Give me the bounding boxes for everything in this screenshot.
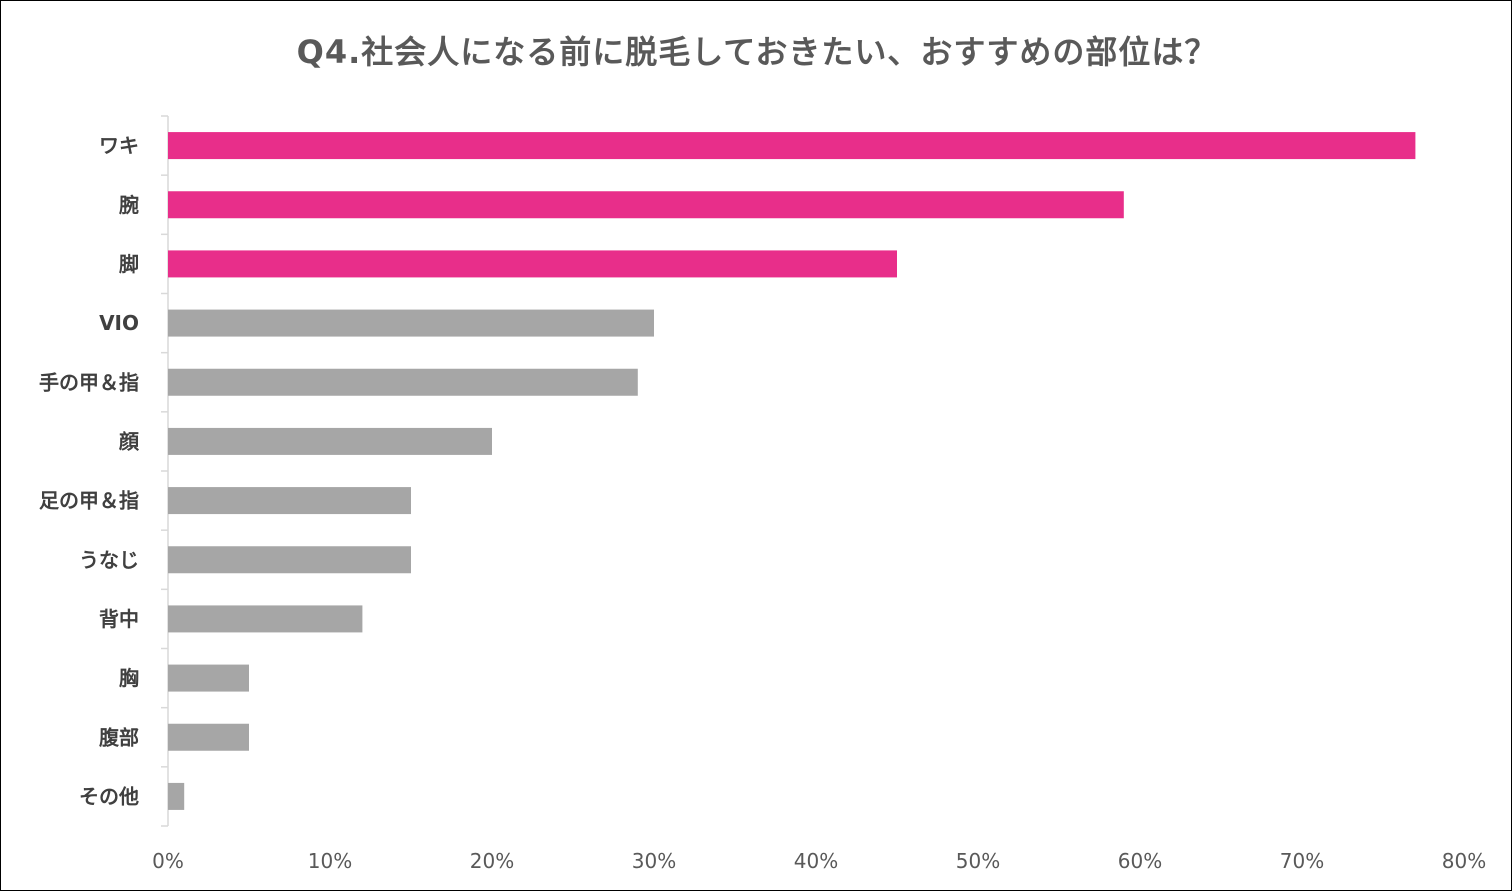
bar (168, 427, 492, 455)
category-label: その他 (79, 784, 139, 808)
bar (168, 546, 411, 574)
category-label: 手の甲＆指 (39, 370, 139, 394)
category-label: うなじ (79, 548, 139, 572)
bar (168, 723, 249, 751)
x-tick-label: 60% (1118, 849, 1162, 873)
bar (168, 250, 897, 278)
bar (168, 191, 1124, 219)
category-label: 腕 (118, 193, 139, 217)
category-label: 腹部 (99, 725, 139, 749)
category-label: 背中 (99, 607, 139, 631)
bar (168, 605, 363, 633)
category-label: 脚 (119, 252, 139, 276)
category-label: 顔 (118, 429, 140, 453)
bar (168, 782, 185, 810)
bar (168, 368, 638, 396)
category-label: 足の甲＆指 (39, 489, 139, 513)
bar (168, 132, 1416, 160)
bar (168, 309, 654, 337)
category-label: VIO (99, 311, 139, 335)
x-tick-label: 80% (1442, 849, 1486, 873)
x-tick-label: 10% (308, 849, 352, 873)
x-tick-label: 30% (632, 849, 676, 873)
chart-title: Q4.社会人になる前に脱毛しておきたい、おすすめの部位は？ (296, 33, 1218, 71)
x-tick-label: 20% (470, 849, 514, 873)
bar (168, 487, 411, 515)
x-tick-label: 0% (152, 849, 184, 873)
category-label: ワキ (99, 134, 139, 158)
x-tick-label: 50% (956, 849, 1000, 873)
bar (168, 664, 249, 692)
x-tick-label: 70% (1280, 849, 1324, 873)
category-label: 胸 (119, 666, 139, 690)
x-tick-label: 40% (794, 849, 838, 873)
